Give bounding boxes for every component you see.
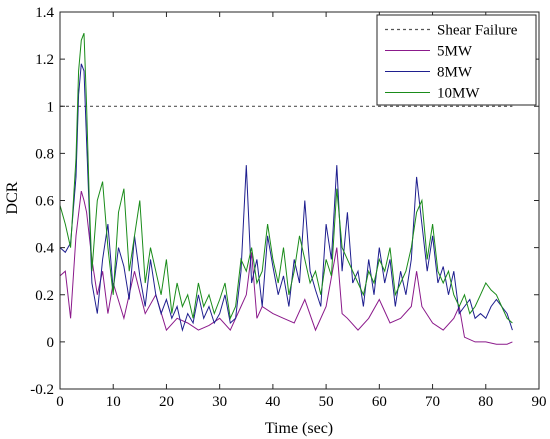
y-tick-label: 0.2	[35, 288, 54, 304]
y-tick-label: 0	[47, 335, 55, 351]
x-tick-label: 10	[106, 394, 121, 410]
series-line-3	[59, 63, 513, 333]
y-tick-label: 0.8	[35, 146, 54, 162]
x-tick-label: 60	[372, 394, 387, 410]
x-tick-label: 80	[478, 394, 493, 410]
y-tick-label: 1.2	[35, 52, 54, 68]
x-axis-label: Time (sec)	[265, 420, 333, 437]
legend-entry-2: 5MW	[437, 44, 473, 60]
y-axis-label: DCR	[4, 181, 21, 214]
y-tick-label: -0.2	[30, 382, 54, 398]
y-tick-label: 0.4	[35, 241, 54, 257]
x-tick-label: 40	[265, 394, 280, 410]
x-tick-label: 90	[532, 394, 547, 410]
y-tick-label: 1	[47, 99, 55, 115]
y-tick-label: 0.6	[35, 194, 54, 210]
x-tick-label: 30	[212, 394, 227, 410]
x-tick-label: 70	[425, 394, 440, 410]
x-tick-label: 50	[319, 394, 334, 410]
legend-entry-3: 8MW	[437, 65, 473, 81]
legend-entry-1: Shear Failure	[437, 23, 518, 39]
legend-entry-4: 10MW	[437, 86, 480, 102]
x-tick-label: 0	[56, 394, 64, 410]
series-layer	[59, 33, 513, 345]
axes-layer: 0 10 20 30 40 50 60 70 80 90-0.200.20.40.60.811.2…	[30, 5, 546, 410]
x-tick-label: 20	[159, 394, 174, 410]
y-tick-label: 1.4	[35, 5, 54, 21]
legend: Shear Failure 5MW 8MW 10MW	[376, 14, 537, 106]
series-line-4	[59, 33, 513, 324]
